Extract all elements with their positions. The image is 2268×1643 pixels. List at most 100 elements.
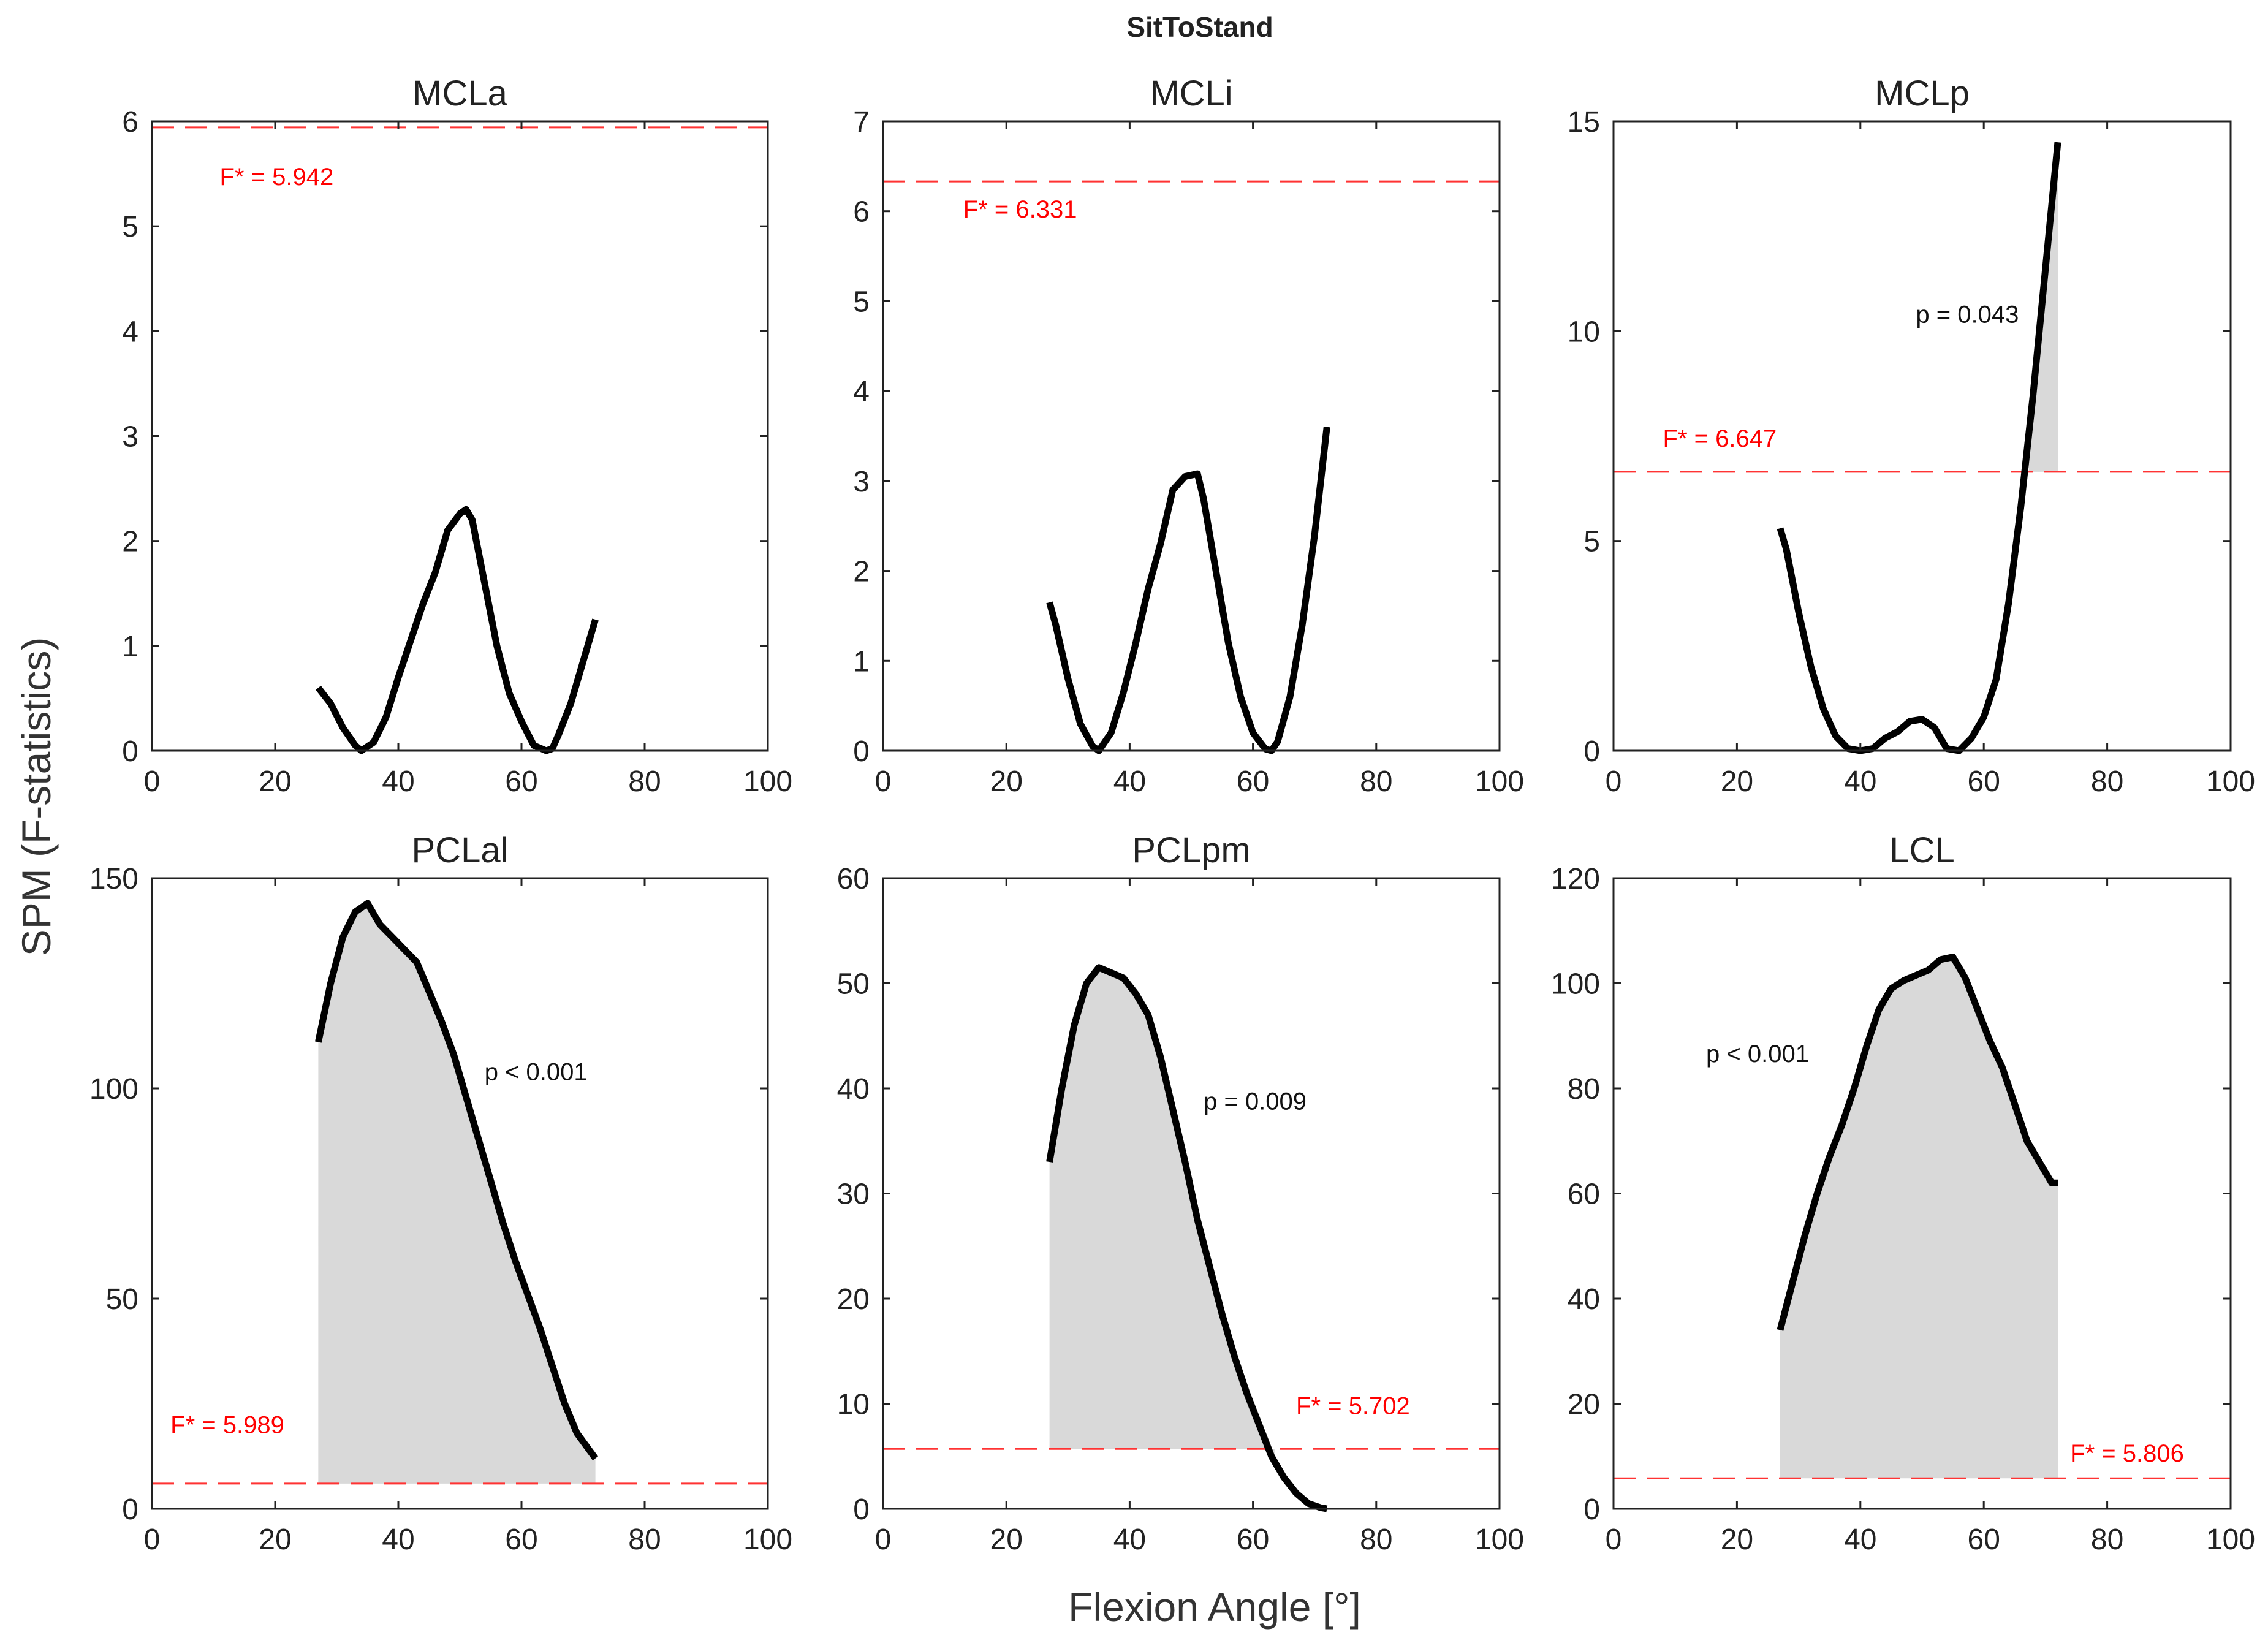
panel-title: MCLi	[1150, 74, 1232, 113]
x-tick-label: 40	[1844, 765, 1876, 798]
x-tick-label: 80	[628, 765, 661, 798]
axes-frame	[151, 120, 769, 752]
x-tick-label: 20	[259, 765, 291, 798]
y-tick-label: 20	[837, 1283, 870, 1316]
spm-curve	[316, 506, 599, 754]
y-tick-label: 40	[1568, 1283, 1600, 1316]
y-tick-label: 0	[853, 1493, 870, 1526]
x-tick-label: 0	[144, 765, 161, 798]
y-tick-label: 20	[1568, 1389, 1600, 1421]
y-tick-label: 4	[122, 316, 138, 348]
y-tick-label: 4	[853, 376, 870, 408]
x-tick-label: 60	[1968, 765, 2000, 798]
significant-cluster-area	[1780, 957, 2058, 1479]
y-tick-label: 60	[837, 863, 870, 895]
y-tick-label: 50	[106, 1283, 138, 1316]
x-tick-label: 40	[382, 1523, 414, 1556]
y-tick-label: 150	[89, 863, 138, 895]
figure-title: SitToStand	[1126, 11, 1273, 43]
y-tick-label: 100	[89, 1073, 138, 1106]
p-value-label: p < 0.001	[1706, 1041, 1809, 1068]
axes-frame	[151, 877, 769, 1510]
y-tick-label: 0	[853, 735, 870, 768]
y-tick-label: 1	[853, 645, 870, 678]
x-tick-label: 0	[875, 1523, 892, 1556]
x-tick-label: 0	[875, 765, 892, 798]
p-value-label: p < 0.001	[485, 1058, 588, 1085]
y-tick-label: 5	[122, 211, 138, 243]
x-tick-label: 80	[1360, 1523, 1392, 1556]
threshold-label: F* = 6.647	[1663, 425, 1777, 452]
y-tick-label: 2	[853, 556, 870, 588]
y-tick-label: 10	[1568, 316, 1600, 348]
threshold-label: F* = 5.989	[170, 1412, 284, 1439]
y-tick-label: 1	[122, 631, 138, 663]
panel-title: LCL	[1889, 830, 1954, 870]
x-tick-label: 40	[382, 765, 414, 798]
panel-lcl: LCL 0 20 40 60 80 100 0 20 40 60 80 100 120 F* = 5.806…	[1551, 830, 2255, 1556]
panel-mcla: MCLa 0 20 40 60 80 100 0 1 2 3 4 5 6 F* = 5.942	[122, 74, 792, 798]
p-value-label: p = 0.009	[1204, 1088, 1307, 1115]
x-tick-label: 80	[2091, 1523, 2123, 1556]
threshold-label: F* = 5.702	[1296, 1393, 1410, 1420]
threshold-label: F* = 5.942	[220, 164, 334, 191]
x-tick-label: 60	[1968, 1523, 2000, 1556]
panel-title: PCLpm	[1132, 830, 1250, 870]
x-tick-label: 60	[505, 1523, 537, 1556]
x-tick-label: 80	[628, 1523, 661, 1556]
x-tick-label: 20	[1721, 765, 1753, 798]
axes-frame	[1612, 120, 2232, 752]
panel-title: PCLal	[412, 830, 509, 870]
p-value-label: p = 0.043	[1916, 302, 2019, 328]
y-tick-label: 100	[1551, 968, 1600, 1001]
y-tick-label: 3	[122, 421, 138, 453]
spm-curve	[1777, 954, 2058, 1331]
spm-curve	[1777, 142, 2061, 754]
y-tick-label: 0	[1583, 1493, 1600, 1526]
y-tick-label: 2	[122, 526, 138, 558]
panel-mcli: MCLi 0 20 40 60 80 100 0 1 2 3 4 5 6 7 F* = 6.331	[853, 74, 1524, 798]
x-tick-label: 100	[1475, 765, 1524, 798]
x-tick-label: 60	[1237, 765, 1269, 798]
x-tick-label: 0	[144, 1523, 161, 1556]
y-tick-label: 80	[1568, 1073, 1600, 1106]
x-tick-label: 20	[1721, 1523, 1753, 1556]
y-tick-label: 60	[1568, 1178, 1600, 1211]
x-tick-label: 60	[505, 765, 537, 798]
x-tick-label: 20	[259, 1523, 291, 1556]
panel-mclp: MCLp 0 20 40 60 80 100 0 5 10 15 F* = 6.647 p = 0.04…	[1568, 74, 2255, 798]
x-tick-label: 0	[1606, 765, 1622, 798]
x-axis-label: Flexion Angle [°]	[1068, 1584, 1361, 1630]
x-tick-label: 100	[1475, 1523, 1524, 1556]
y-tick-label: 6	[122, 106, 138, 138]
y-tick-label: 120	[1551, 863, 1600, 895]
y-tick-label: 0	[122, 735, 138, 768]
x-tick-label: 0	[1606, 1523, 1622, 1556]
spm-curve	[315, 900, 599, 1460]
significant-cluster-area	[1049, 967, 1275, 1462]
y-tick-label: 15	[1568, 106, 1600, 138]
y-tick-label: 10	[837, 1389, 870, 1421]
x-tick-label: 40	[1113, 1523, 1146, 1556]
spm-curve	[1046, 427, 1330, 754]
x-tick-label: 60	[1237, 1523, 1269, 1556]
x-tick-label: 40	[1844, 1523, 1876, 1556]
x-tick-label: 80	[2091, 765, 2123, 798]
significant-cluster-area	[318, 903, 596, 1484]
y-tick-label: 50	[837, 968, 870, 1001]
y-tick-label: 0	[1583, 735, 1600, 768]
y-axis-label: SPM (F-statistics)	[13, 637, 59, 957]
panel-title: MCLa	[412, 74, 507, 113]
y-tick-label: 0	[122, 1493, 138, 1526]
axes-frame	[882, 120, 1501, 752]
x-tick-label: 80	[1360, 765, 1392, 798]
x-tick-label: 100	[743, 765, 792, 798]
y-tick-label: 3	[853, 466, 870, 498]
x-tick-label: 20	[990, 765, 1023, 798]
y-tick-label: 5	[853, 286, 870, 318]
y-tick-label: 6	[853, 196, 870, 229]
x-tick-label: 20	[990, 1523, 1023, 1556]
x-tick-label: 100	[743, 1523, 792, 1556]
